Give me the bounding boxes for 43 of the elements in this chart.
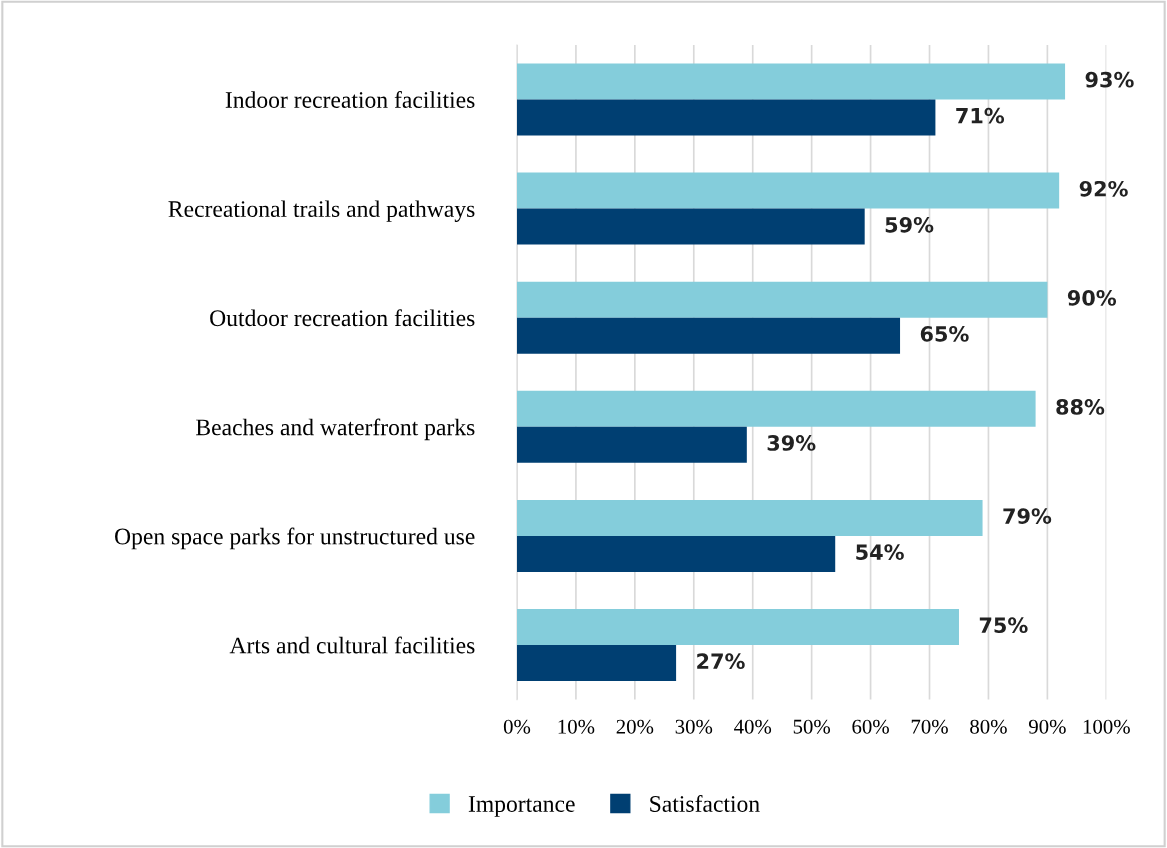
data-label: 88% <box>1056 399 1105 415</box>
y-tick-label: Arts and cultural facilities <box>229 636 475 654</box>
bar <box>516 499 983 536</box>
data-label: 39% <box>767 435 816 451</box>
x-tick-label: 60% <box>852 719 889 734</box>
bar <box>516 609 959 646</box>
data-label: 65% <box>920 326 969 342</box>
data-label: 54% <box>856 544 904 560</box>
bar <box>516 426 747 463</box>
legend-label: Satisfaction <box>650 795 760 812</box>
bar <box>516 390 1036 427</box>
x-tick-label: 20% <box>616 719 654 734</box>
y-tick-label: Outdoor recreation facilities <box>210 309 475 327</box>
y-tick-label: Beaches and waterfront parks <box>196 418 475 441</box>
x-tick-label: 50% <box>793 719 831 734</box>
y-tick-label: Open space parks for unstructured use <box>115 527 475 550</box>
data-label: 92% <box>1079 180 1128 197</box>
x-tick-label: 100% <box>1083 719 1130 734</box>
y-tick-label: Recreational trails and pathways <box>168 200 475 222</box>
data-label: 93% <box>1085 71 1134 88</box>
x-tick-label: 80% <box>970 719 1007 734</box>
x-tick-label: 30% <box>675 719 713 734</box>
x-tick-label: 10% <box>558 719 595 734</box>
bar <box>516 317 901 354</box>
data-label: 79% <box>1003 508 1052 524</box>
data-label: 75% <box>979 617 1028 634</box>
x-tick-label: 40% <box>734 719 772 734</box>
x-tick-label: 90% <box>1028 719 1066 734</box>
bar <box>516 535 836 572</box>
bar <box>516 63 1066 100</box>
data-label: 27% <box>697 653 745 670</box>
data-label: 59% <box>885 216 934 233</box>
data-label: 90% <box>1067 290 1117 306</box>
y-tick-label: Indoor recreation facilities <box>225 91 475 108</box>
legend-label: Importance <box>468 796 575 817</box>
bar <box>516 645 677 682</box>
data-label: 71% <box>956 107 1005 124</box>
bar <box>516 281 1048 318</box>
x-tick-label: 0% <box>503 719 531 734</box>
x-tick-label: 70% <box>911 719 948 734</box>
bar <box>516 208 865 245</box>
bar <box>516 99 936 136</box>
bar <box>516 172 1060 209</box>
